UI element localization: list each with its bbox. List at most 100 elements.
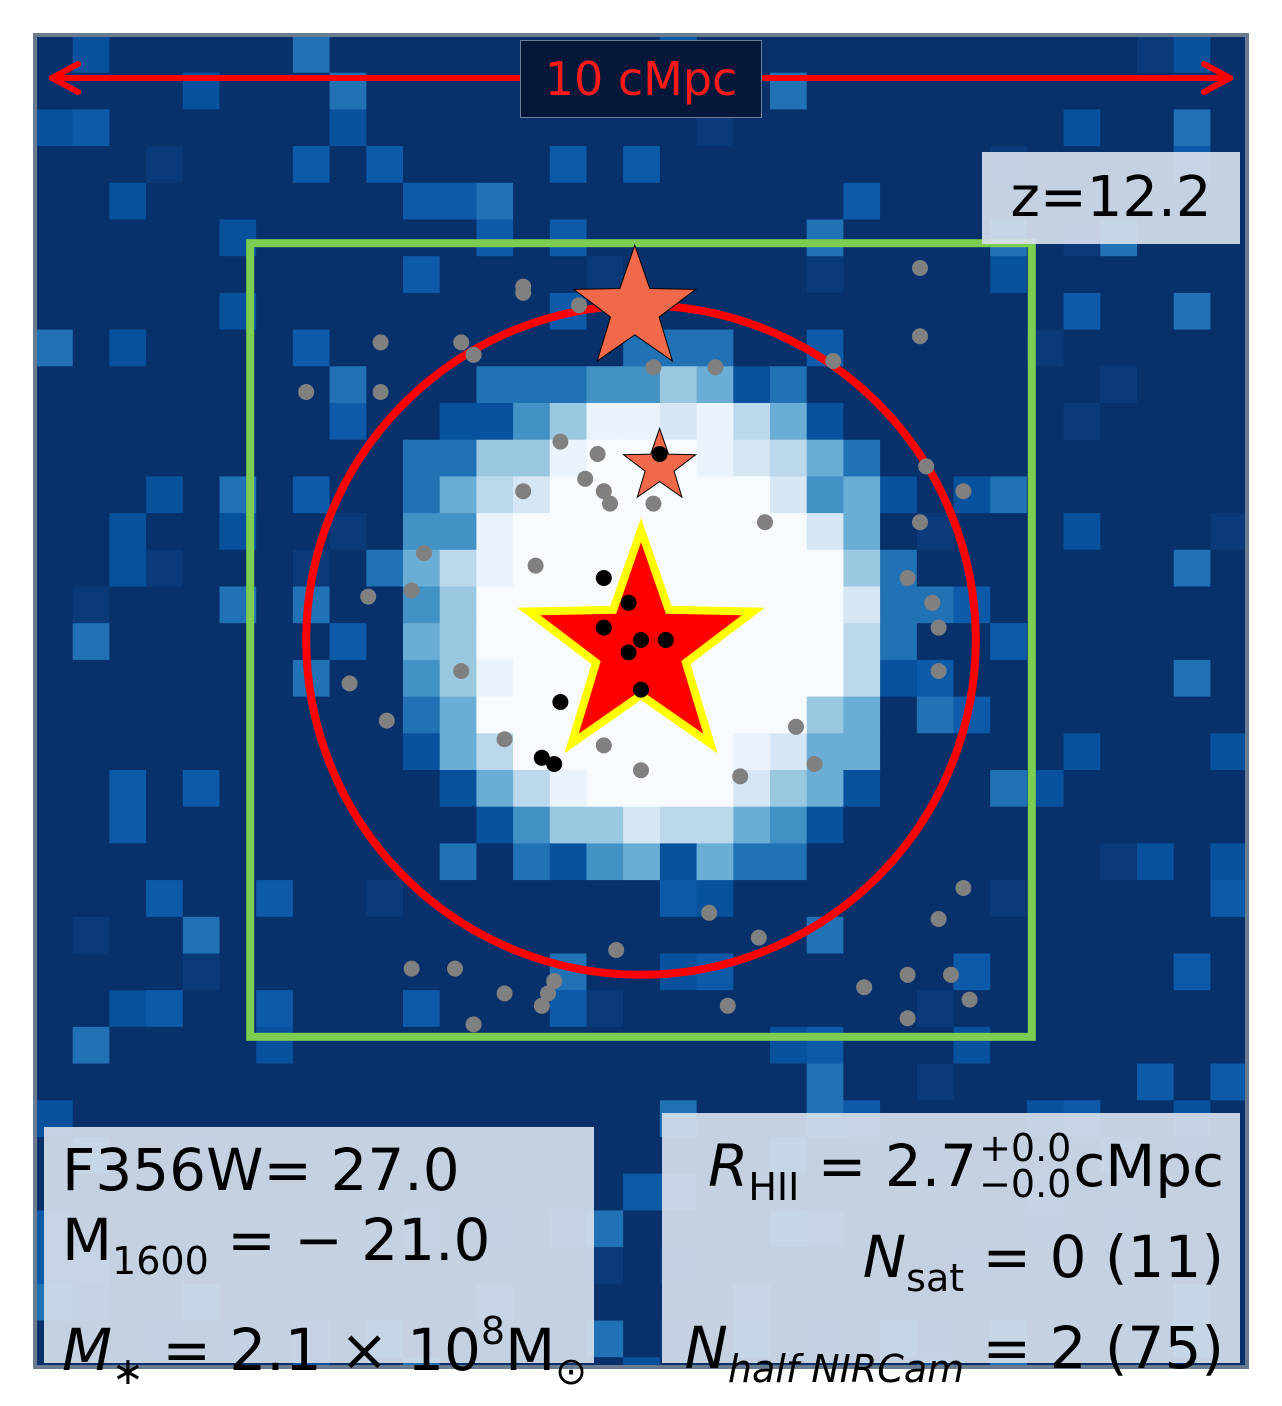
ionization-pixel (696, 770, 734, 808)
ionization-pixel (880, 1063, 918, 1101)
ionization-pixel (916, 403, 955, 441)
ionization-pixel (586, 256, 624, 294)
ionization-pixel (109, 1026, 147, 1065)
ionization-pixel (806, 476, 844, 514)
ionization-pixel (843, 806, 881, 844)
ionization-pixel (696, 256, 734, 294)
ionization-pixel (476, 806, 514, 844)
ionization-pixel (182, 586, 221, 624)
ionization-pixel (1137, 36, 1175, 74)
ionization-pixel (953, 403, 991, 441)
ionization-pixel (549, 1063, 588, 1101)
ionization-pixel (292, 219, 331, 257)
ionization-pixel (806, 403, 844, 441)
ionization-pixel (770, 256, 808, 294)
ionization-pixel (990, 403, 1028, 441)
ionization-pixel (953, 292, 991, 331)
ionization-pixel (513, 146, 551, 184)
ionization-pixel (549, 770, 588, 808)
ionization-pixel (329, 916, 367, 955)
ionization-pixel (36, 403, 74, 441)
ionization-pixel (696, 1063, 734, 1101)
radius-subscript: HII (748, 1165, 800, 1209)
faint-galaxy-point (918, 458, 935, 475)
ionization-pixel (1063, 513, 1101, 551)
ionization-pixel (696, 1026, 734, 1065)
ionization-pixel (366, 953, 404, 991)
ionization-pixel (72, 806, 110, 844)
ionization-pixel (256, 623, 294, 661)
ionization-pixel (72, 109, 110, 147)
ionization-pixel (439, 586, 477, 624)
ionization-pixel (990, 476, 1028, 514)
ionization-pixel (1063, 843, 1101, 881)
ionization-pixel (880, 109, 918, 147)
ionization-pixel (72, 476, 110, 514)
ionization-pixel (439, 476, 477, 514)
ionization-pixel (623, 1357, 661, 1366)
ionization-pixel (366, 549, 404, 588)
ionization-pixel (1100, 109, 1138, 147)
ionization-pixel (439, 696, 477, 734)
ionization-pixel (623, 880, 661, 918)
ionization-pixel (182, 366, 221, 404)
ionization-pixel (806, 806, 844, 844)
faint-galaxy-point (546, 973, 563, 989)
ionization-pixel (549, 916, 588, 955)
ionization-pixel (182, 953, 221, 991)
ionization-pixel (1137, 953, 1175, 991)
ionization-pixel (366, 36, 404, 74)
ionization-pixel (770, 403, 808, 441)
ionization-pixel (733, 990, 771, 1028)
ionization-pixel (329, 256, 367, 294)
ionization-pixel (182, 146, 221, 184)
ionization-pixel (843, 623, 881, 661)
ionization-pixel (1210, 109, 1246, 147)
ionization-pixel (586, 843, 624, 881)
ionization-pixel (770, 659, 808, 698)
ionization-pixel (72, 990, 110, 1028)
faint-galaxy-point (707, 359, 724, 376)
faint-galaxy-point (496, 731, 513, 748)
plot-frame (33, 33, 1249, 1369)
ionization-pixel (439, 549, 477, 588)
ionization-pixel (659, 403, 698, 441)
ionization-pixel (256, 256, 294, 294)
faint-galaxy-point (372, 334, 389, 351)
ionization-pixel (1063, 439, 1101, 477)
ionization-pixel (586, 1063, 624, 1101)
ionization-pixel (476, 256, 514, 294)
ionization-pixel (1173, 439, 1211, 477)
ionization-pixel (439, 146, 477, 184)
ionization-pixel (843, 513, 881, 551)
ionization-pixel (146, 843, 184, 881)
ionization-pixel (770, 366, 808, 404)
ionization-pixel (990, 953, 1028, 991)
ionization-pixel (1100, 696, 1138, 734)
ionization-pixel (476, 292, 514, 331)
ionization-pixel (623, 1137, 661, 1175)
ionization-pixel (770, 1063, 808, 1101)
ionization-pixel (439, 256, 477, 294)
faint-galaxy-point (788, 718, 804, 735)
ionization-pixel (953, 916, 991, 955)
ionization-pixel (953, 1063, 991, 1101)
ionization-pixel (733, 403, 771, 441)
ionization-pixel (36, 586, 74, 624)
ionization-pixel (806, 586, 844, 624)
ionization-pixel (1210, 329, 1246, 367)
ionization-pixel (623, 1283, 661, 1322)
ionization-pixel (109, 219, 147, 257)
ionization-pixel (513, 1063, 551, 1101)
ionization-pixel (36, 439, 74, 477)
mstar-exponent: 8 (480, 1309, 506, 1353)
ionization-pixel (1063, 916, 1101, 955)
ionization-pixel (733, 623, 771, 661)
ionization-pixel (182, 990, 221, 1028)
ionization-pixel (953, 806, 991, 844)
ionization-pixel (36, 880, 74, 918)
ionization-pixel (843, 696, 881, 734)
hii-region-legend: RHII = 2.7 +0.0 −0.0 cMpc Nsat = 0 (11) Nha… (662, 1113, 1240, 1391)
nsat-label: N (862, 1223, 907, 1291)
ionization-pixel (880, 696, 918, 734)
